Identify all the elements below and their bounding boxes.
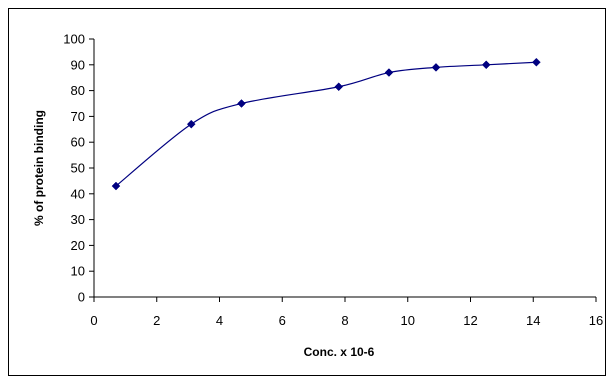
y-axis-title: % of protein binding <box>32 110 46 226</box>
y-tick-label: 100 <box>63 32 85 47</box>
data-point <box>431 63 441 72</box>
data-point <box>334 82 344 92</box>
y-tick-label: 10 <box>71 264 85 279</box>
chart-frame <box>8 8 606 376</box>
data-point <box>237 99 246 108</box>
y-axis: 0 10 20 30 40 50 60 70 80 90 100 <box>63 32 95 305</box>
y-tick-label: 60 <box>71 135 85 150</box>
y-tick-label: 80 <box>71 83 85 98</box>
data-point <box>111 181 121 191</box>
y-tick-label: 50 <box>71 161 85 176</box>
y-tick-label: 0 <box>78 290 85 305</box>
data-point <box>532 57 541 67</box>
data-point <box>186 119 196 129</box>
x-tick-label: 10 <box>401 313 415 328</box>
data-point <box>384 68 394 77</box>
x-tick-label: 8 <box>341 313 348 328</box>
x-tick-label: 16 <box>589 313 603 328</box>
y-tick-label: 40 <box>71 186 85 201</box>
x-tick-label: 6 <box>279 313 286 328</box>
x-axis: 0 2 4 6 8 10 12 14 16 <box>90 296 603 328</box>
data-markers <box>111 57 541 191</box>
y-tick-label: 30 <box>71 212 85 227</box>
y-tick-label: 70 <box>71 109 85 124</box>
series-line <box>115 61 537 187</box>
x-tick-label: 14 <box>526 313 540 328</box>
x-tick-label: 12 <box>463 313 477 328</box>
x-tick-label: 4 <box>216 313 223 328</box>
x-axis-title: Conc. x 10-6 <box>304 345 375 359</box>
y-tick-label: 90 <box>71 57 85 72</box>
y-tick-label: 20 <box>71 238 85 253</box>
x-tick-label: 0 <box>90 313 97 328</box>
data-point <box>481 60 491 70</box>
x-tick-label: 2 <box>153 313 160 328</box>
